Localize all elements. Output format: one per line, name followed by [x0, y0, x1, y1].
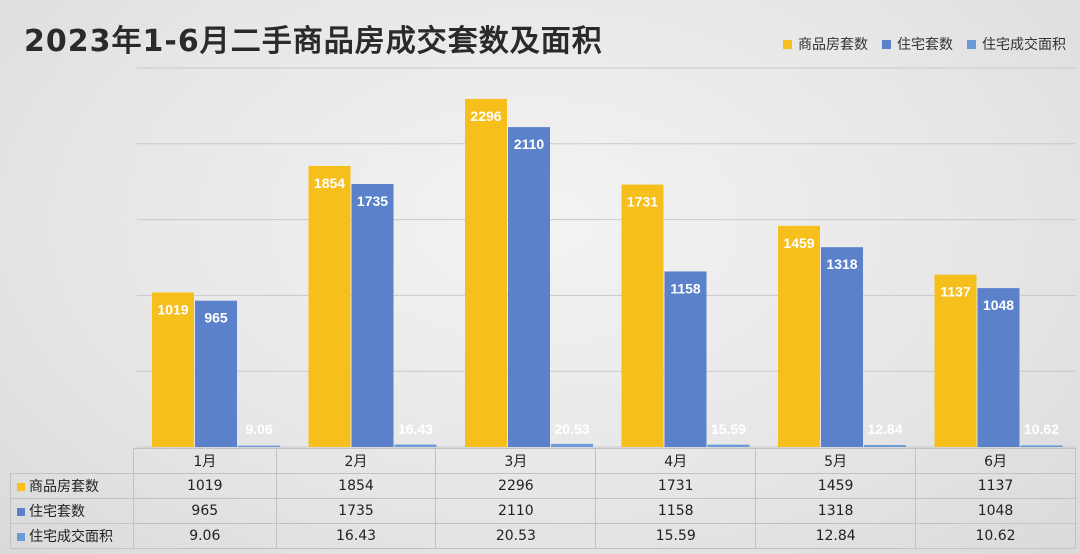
row-swatch-2: [17, 533, 25, 541]
legend-swatch-0: [783, 39, 792, 49]
table-row-label: 商品房套数: [29, 479, 99, 495]
data-label-group: 1019 1854 2296 1731 1459 1137 965 1735 2110 1158 1…: [157, 108, 1059, 437]
chart-title: 2023年1-6月二手商品房成交套数及面积: [24, 24, 603, 59]
table-cell: 1459: [755, 473, 917, 499]
table-cell: 2110: [435, 498, 597, 524]
table-row: 住宅套数 965 1735 2110 1158 1318 1048: [10, 498, 1076, 524]
data-label-2-4: 12.84: [867, 421, 902, 437]
data-label-0-3: 1731: [627, 194, 658, 210]
table-cell: 1158: [595, 498, 757, 524]
table-row: 商品房套数 1019 1854 2296 1731 1459 1137: [10, 473, 1076, 499]
data-label-1-3: 1158: [670, 280, 701, 296]
table-cell: 1048: [915, 498, 1076, 524]
table-cell: 1137: [915, 473, 1076, 499]
bar-2-2: [551, 443, 593, 447]
bar-0-0: [152, 292, 194, 447]
bar-1-5: [977, 288, 1020, 447]
data-label-0-4: 1459: [783, 235, 814, 251]
table-cell: 12.84: [755, 523, 917, 549]
table-corner: [11, 449, 134, 474]
table-col-header: 6月: [915, 448, 1076, 474]
data-label-2-5: 10.62: [1024, 421, 1059, 437]
data-label-1-0: 965: [204, 310, 228, 326]
legend-item-1: 住宅套数: [882, 34, 953, 54]
table-cell: 1735: [275, 498, 437, 524]
table-cell: 16.43: [275, 523, 437, 549]
bar-0-5: [934, 274, 977, 447]
data-table: 1月 2月 3月 4月 5月 6月 商品房套数 1019 1854 2296 1…: [10, 448, 1076, 549]
data-label-0-2: 2296: [470, 108, 501, 124]
bar-2-5: [1020, 445, 1063, 447]
legend-label-0: 商品房套数: [798, 37, 868, 53]
gridlines: [137, 67, 1076, 448]
data-label-1-1: 1735: [357, 193, 388, 209]
row-swatch-1: [17, 508, 25, 516]
table-col-header: 4月: [595, 448, 757, 474]
data-label-2-2: 20.53: [554, 421, 589, 437]
table-col-header: 3月: [435, 448, 597, 474]
table-row-header: 住宅套数: [10, 498, 134, 524]
table-cell: 20.53: [435, 523, 597, 549]
bar-0-4: [778, 225, 820, 447]
bar-1-2: [508, 127, 550, 448]
table-cell: 1019: [133, 473, 277, 499]
table-row: 住宅成交面积 9.06 16.43 20.53 15.59 12.84 10.6…: [10, 523, 1076, 549]
legend-swatch-2: [967, 39, 976, 49]
table-row-header: 住宅成交面积: [10, 523, 134, 549]
bar-2-3: [707, 444, 750, 447]
data-label-2-0: 9.06: [245, 421, 272, 437]
row-swatch-0: [17, 483, 25, 491]
data-label-1-4: 1318: [826, 256, 857, 272]
bar-0-2: [465, 98, 507, 448]
bar-1-3: [664, 271, 707, 447]
bar-2-4: [864, 445, 906, 447]
bar-1-4: [821, 247, 863, 447]
bar-2-0: [238, 445, 280, 447]
table-col-header: 2月: [275, 448, 437, 474]
bar-0-1: [308, 165, 351, 447]
chart-legend: 商品房套数 住宅套数 住宅成交面积: [783, 34, 1066, 54]
table-row-label: 住宅套数: [29, 504, 85, 520]
legend-label-2: 住宅成交面积: [982, 37, 1066, 53]
data-label-1-2: 2110: [514, 136, 545, 152]
table-cell: 9.06: [133, 523, 277, 549]
legend-item-2: 住宅成交面积: [967, 34, 1066, 54]
table-col-header: 1月: [133, 448, 277, 474]
table-row-label: 住宅成交面积: [29, 529, 113, 545]
data-label-2-1: 16.43: [398, 421, 433, 437]
legend-label-1: 住宅套数: [897, 37, 953, 53]
data-label-0-5: 1137: [940, 284, 971, 300]
table-row-header: 商品房套数: [10, 473, 134, 499]
legend-item-0: 商品房套数: [783, 34, 868, 54]
bar-2-1: [394, 444, 437, 447]
bar-1-0: [195, 300, 237, 447]
data-label-0-1: 1854: [314, 175, 345, 191]
table-cell: 965: [133, 498, 277, 524]
table-col-header: 5月: [755, 448, 917, 474]
table-cell: 10.62: [915, 523, 1076, 549]
table-header-row: 1月 2月 3月 4月 5月 6月: [11, 448, 1076, 474]
bar-group: [152, 98, 1063, 448]
data-label-2-3: 15.59: [711, 421, 746, 437]
data-label-0-0: 1019: [157, 302, 188, 318]
legend-swatch-1: [882, 39, 891, 49]
table-cell: 15.59: [595, 523, 757, 549]
table-cell: 2296: [435, 473, 597, 499]
table-cell: 1854: [275, 473, 437, 499]
bar-0-3: [621, 184, 664, 448]
table-cell: 1731: [595, 473, 757, 499]
data-label-1-5: 1048: [983, 297, 1014, 313]
table-cell: 1318: [755, 498, 917, 524]
bar-1-1: [351, 183, 394, 447]
